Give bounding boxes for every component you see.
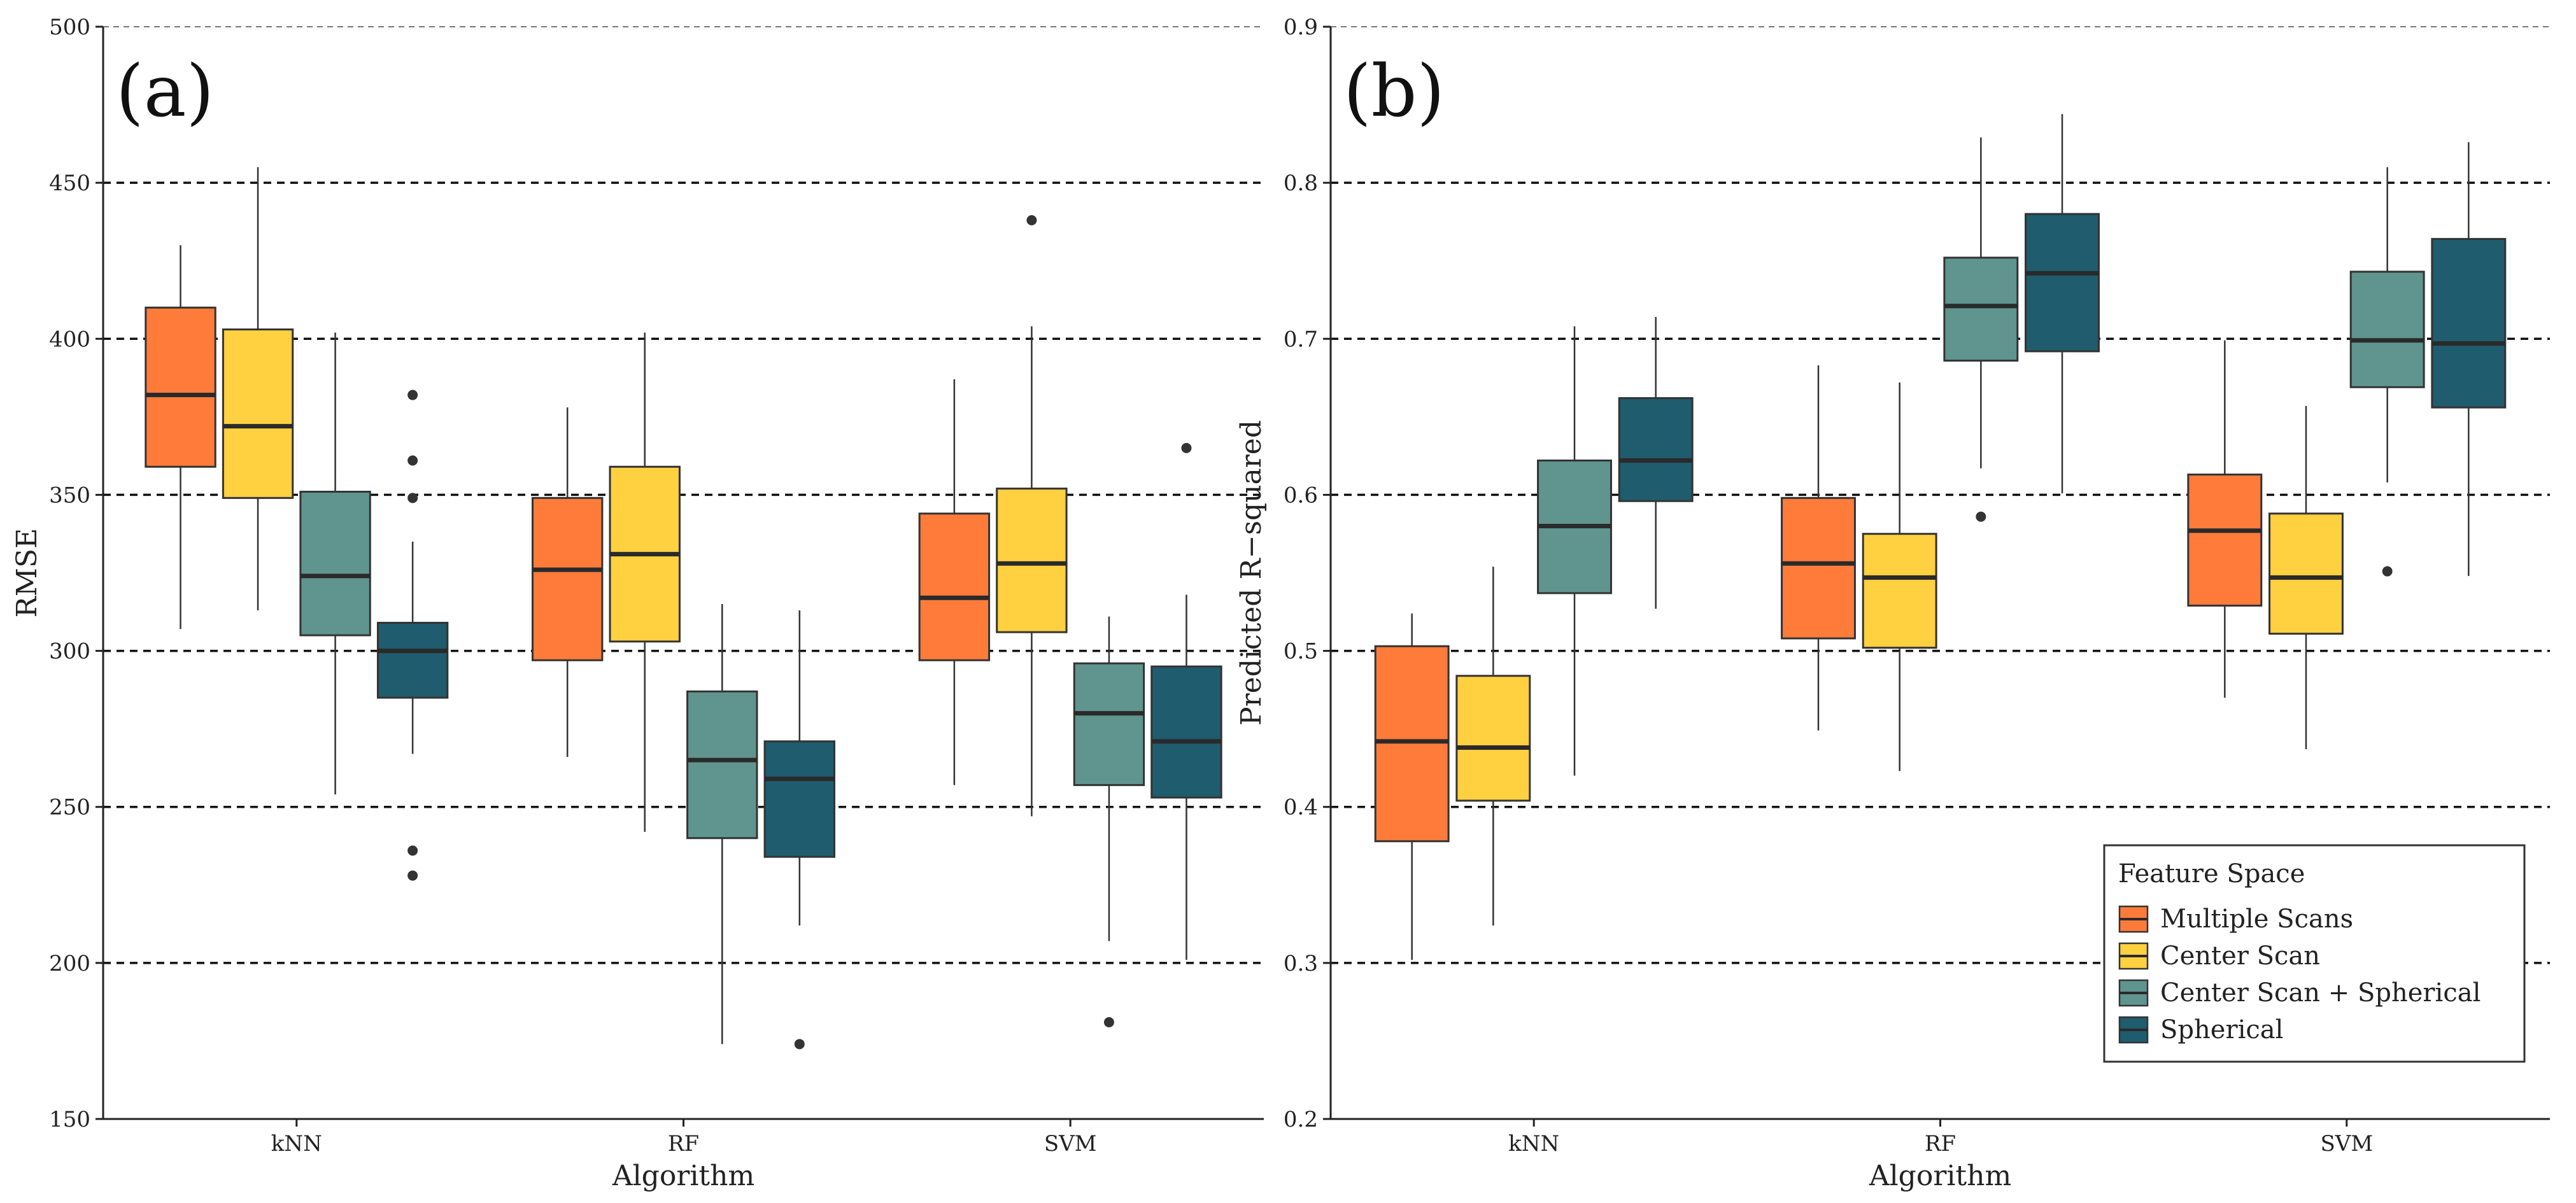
x-tick-label: RF: [668, 1131, 699, 1157]
y-tick-label: 150: [49, 1107, 90, 1132]
box: [2431, 237, 2507, 409]
y-tick-label: 0.2: [1284, 1107, 1318, 1132]
box: [1862, 533, 1937, 649]
box: [1618, 397, 1694, 502]
box: [763, 740, 835, 858]
legend-entry-label: Multiple Scans: [2160, 904, 2353, 934]
panel-label: (a): [116, 50, 214, 133]
outlier-point: [1976, 511, 1986, 522]
y-tick-label: 0.9: [1284, 15, 1318, 40]
outlier-point: [794, 1039, 805, 1050]
outlier-point: [407, 455, 418, 466]
box: [1781, 496, 1856, 640]
legend-box: [2103, 844, 2526, 1063]
y-tick-label: 0.4: [1284, 795, 1318, 820]
box: [2025, 213, 2100, 353]
legend-entry-label: Center Scan + Spherical: [2160, 978, 2480, 1008]
box: [1150, 665, 1222, 799]
x-tick-label: kNN: [1508, 1131, 1559, 1157]
box: [1073, 662, 1145, 786]
outlier-point: [407, 870, 418, 881]
x-axis-title: Algorithm: [612, 1160, 754, 1192]
outlier-point: [407, 493, 418, 503]
box: [2187, 474, 2263, 607]
legend-entry-label: Center Scan: [2160, 941, 2320, 971]
y-tick-label: 200: [49, 951, 90, 976]
box: [918, 512, 991, 661]
panel-label: (b): [1343, 50, 1445, 133]
box: [376, 621, 449, 699]
x-tick-label: SVM: [2320, 1131, 2373, 1157]
box: [145, 306, 216, 468]
y-tick-label: 0.3: [1284, 951, 1318, 976]
legend-title: Feature Space: [2118, 859, 2305, 889]
box: [2349, 271, 2425, 388]
y-tick-label: 500: [49, 15, 90, 40]
outlier-point: [1026, 215, 1037, 225]
outlier-point: [2382, 566, 2393, 577]
x-axis-title: Algorithm: [1869, 1160, 2011, 1192]
box: [2268, 512, 2344, 635]
outlier-point: [407, 390, 418, 400]
y-tick-label: 300: [49, 639, 90, 665]
x-tick-label: RF: [1925, 1131, 1956, 1157]
x-tick-label: kNN: [271, 1131, 322, 1157]
outlier-point: [1103, 1017, 1114, 1028]
outlier-point: [407, 845, 418, 856]
box: [299, 491, 371, 637]
box: [222, 328, 294, 499]
y-tick-label: 400: [49, 327, 90, 352]
y-axis-title: RMSE: [11, 528, 43, 617]
box: [996, 488, 1068, 633]
box: [1455, 675, 1531, 802]
y-tick-label: 0.6: [1284, 482, 1318, 508]
box: [1943, 257, 2019, 362]
x-tick-label: SVM: [1044, 1131, 1097, 1157]
outlier-point: [1181, 442, 1192, 453]
y-axis-title: Predicted R−squared: [1235, 420, 1268, 726]
y-tick-label: 0.8: [1284, 171, 1318, 196]
box: [686, 690, 758, 840]
legend-entry-label: Spherical: [2160, 1015, 2283, 1045]
box: [1374, 645, 1450, 843]
y-tick-label: 350: [49, 482, 90, 508]
box: [532, 496, 604, 661]
y-tick-label: 250: [49, 795, 90, 820]
y-tick-label: 0.7: [1284, 327, 1318, 352]
panel-b: 0.2 0.3 0.4 0.5 0.6 0.7 0.8 0.9 kNN RF SVM Algorith…: [1235, 15, 2550, 1192]
y-tick-label: 450: [49, 171, 90, 196]
panel-a: 150 200 250 300 350 400 450 500 kNN RF SVM Algorith…: [11, 15, 1264, 1192]
y-tick-label: 0.5: [1284, 639, 1318, 665]
